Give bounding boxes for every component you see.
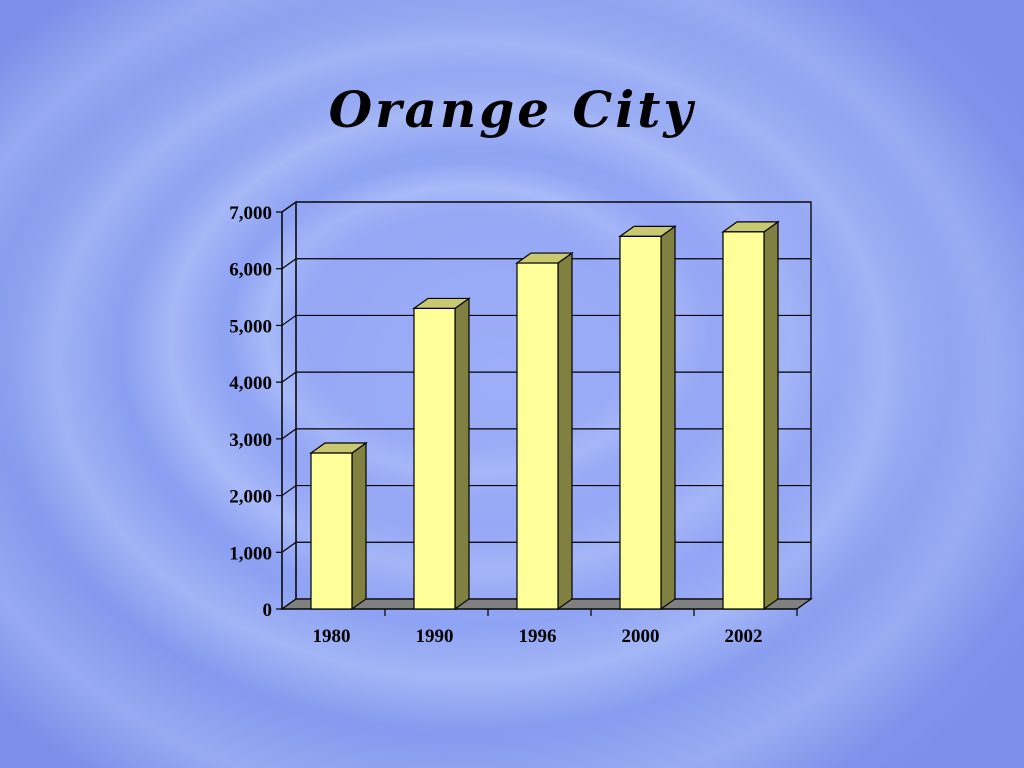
y-tick-label: 3,000 — [229, 430, 272, 451]
bar-side — [557, 251, 573, 611]
bar — [413, 307, 456, 610]
bar-side — [454, 297, 470, 611]
gridline — [281, 201, 811, 213]
bar — [516, 262, 559, 610]
x-tick-label: 2002 — [725, 626, 763, 647]
chart-title: Orange City — [328, 80, 696, 139]
bar — [310, 452, 353, 610]
x-tick-label: 1980 — [313, 626, 351, 647]
x-tick-label: 1996 — [519, 626, 557, 647]
y-tick-label: 5,000 — [229, 316, 272, 337]
bar-side — [351, 441, 367, 611]
bar-side — [660, 225, 676, 611]
y-tick-label: 1,000 — [229, 543, 272, 564]
bar — [619, 235, 662, 610]
y-tick-label: 6,000 — [229, 260, 272, 281]
y-tick-label: 0 — [263, 600, 273, 621]
x-tick-label: 1990 — [416, 626, 454, 647]
bar-side — [763, 220, 779, 611]
y-tick-label: 2,000 — [229, 487, 272, 508]
x-tick-label: 2000 — [622, 626, 660, 647]
y-tick-label: 7,000 — [229, 203, 272, 224]
bar — [722, 231, 765, 610]
y-tick-label: 4,000 — [229, 373, 272, 394]
